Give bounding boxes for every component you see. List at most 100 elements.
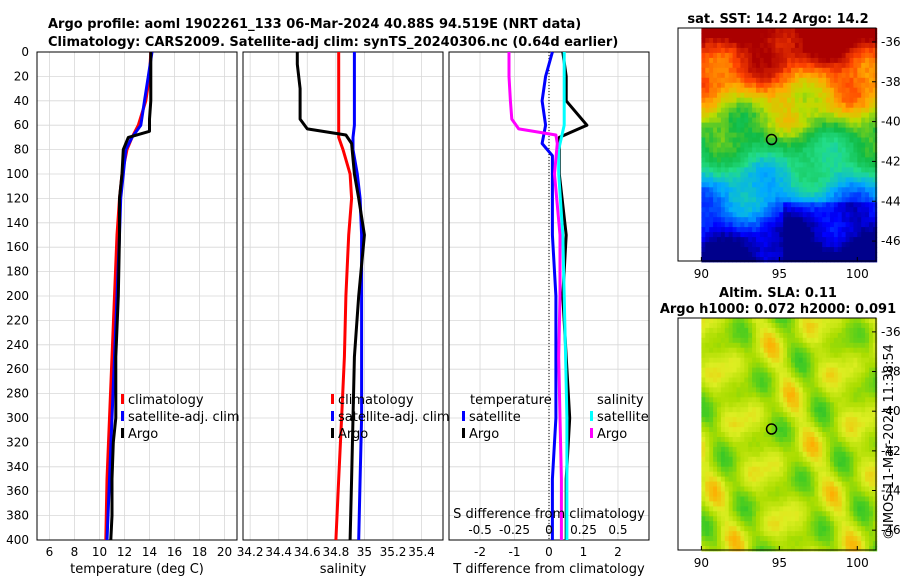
heatmap-cell: [783, 142, 788, 148]
sst-map-title: sat. SST: 14.2 Argo: 14.2: [687, 12, 868, 27]
heatmap-cell: [720, 506, 726, 512]
heatmap-cell: [709, 252, 714, 258]
heatmap-cell: [849, 332, 854, 339]
heatmap-cell: [771, 212, 776, 218]
heatmap-cell: [787, 342, 792, 349]
heatmap-cell: [802, 202, 807, 208]
heatmap-cell: [701, 107, 706, 114]
heatmap-cell: [748, 526, 753, 532]
heatmap-cell: [752, 486, 757, 492]
heatmap-cell: [705, 102, 710, 109]
heatmap-cell: [810, 192, 815, 198]
y-tick-label: -38: [881, 75, 900, 89]
heatmap-cell: [724, 162, 730, 168]
heatmap-cell: [802, 362, 807, 368]
heatmap-cell: [717, 77, 722, 84]
heatmap-cell: [872, 546, 878, 552]
heatmap-cell: [767, 456, 772, 463]
heatmap-cell: [724, 28, 730, 34]
heatmap-cell: [833, 38, 839, 44]
heatmap-cell: [806, 476, 811, 482]
heatmap-cell: [713, 142, 718, 148]
heatmap-cell: [791, 427, 796, 433]
heatmap-cell: [728, 526, 733, 532]
heatmap-cell: [857, 342, 862, 349]
heatmap-cell: [709, 82, 714, 89]
heatmap-cell: [849, 526, 854, 532]
heatmap-cell: [857, 47, 862, 54]
heatmap-cell: [857, 227, 862, 233]
heatmap-cell: [845, 202, 850, 208]
heatmap-cell: [814, 192, 819, 198]
heatmap-cell: [865, 182, 870, 188]
heatmap-cell: [748, 242, 753, 248]
heatmap-cell: [759, 132, 765, 138]
heatmap-cell: [775, 318, 780, 324]
heatmap-cell: [841, 347, 846, 354]
heatmap-cell: [791, 122, 796, 128]
heatmap-cell: [841, 257, 846, 263]
heatmap-cell: [759, 397, 765, 403]
heatmap-cell: [756, 102, 761, 109]
heatmap-cell: [709, 451, 714, 458]
heatmap-cell: [759, 536, 765, 542]
heatmap-cell: [748, 132, 753, 138]
heatmap-cell: [744, 192, 749, 198]
heatmap-cell: [794, 337, 800, 344]
heatmap-cell: [810, 152, 815, 158]
heatmap-cell: [724, 92, 730, 99]
heatmap-cell: [736, 332, 741, 339]
heatmap-cell: [849, 456, 854, 463]
heatmap-cell: [767, 157, 772, 163]
heatmap-cell: [713, 62, 718, 69]
heatmap-cell: [748, 367, 753, 373]
heatmap-cell: [869, 318, 874, 324]
heatmap-cell: [756, 427, 761, 433]
heatmap-cell: [752, 117, 757, 123]
heatmap-cell: [791, 232, 796, 238]
heatmap-cell: [767, 412, 772, 418]
heatmap-cell: [759, 332, 765, 339]
heatmap-cell: [849, 352, 854, 359]
heatmap-cell: [759, 172, 765, 178]
heatmap-cell: [740, 476, 745, 482]
heatmap-cell: [865, 117, 870, 123]
heatmap-cell: [865, 496, 870, 502]
heatmap-cell: [869, 466, 874, 473]
heatmap-cell: [830, 172, 835, 178]
heatmap-cell: [709, 162, 714, 168]
heatmap-cell: [865, 112, 870, 118]
heatmap-cell: [837, 332, 843, 339]
heatmap-cell: [814, 212, 819, 218]
heatmap-cell: [713, 242, 718, 248]
heatmap-cell: [818, 461, 823, 468]
heatmap-cell: [798, 486, 804, 492]
heatmap-cell: [806, 52, 811, 59]
heatmap-cell: [736, 422, 741, 428]
heatmap-cell: [818, 142, 823, 148]
heatmap-cell: [857, 511, 862, 517]
heatmap-cell: [787, 167, 792, 173]
heatmap-cell: [794, 207, 800, 213]
heatmap-cell: [865, 417, 870, 423]
heatmap-cell: [861, 152, 866, 158]
heatmap-cell: [779, 526, 784, 532]
heatmap-cell: [861, 127, 866, 133]
heatmap-cell: [724, 422, 730, 428]
heatmap-cell: [845, 132, 850, 138]
heatmap-cell: [806, 72, 811, 79]
heatmap-cell: [822, 67, 827, 74]
heatmap-cell: [830, 117, 835, 123]
heatmap-cell: [806, 77, 811, 84]
y-tick-label: -44: [881, 484, 900, 498]
heatmap-cell: [833, 427, 839, 433]
heatmap-cell: [713, 167, 718, 173]
heatmap-cell: [841, 481, 846, 487]
heatmap-cell: [763, 392, 768, 398]
heatmap-cell: [810, 197, 815, 203]
heatmap-cell: [810, 481, 815, 487]
heatmap-cell: [833, 546, 839, 552]
heatmap-cell: [849, 137, 854, 143]
heatmap-cell: [744, 142, 749, 148]
heatmap-cell: [869, 162, 874, 168]
